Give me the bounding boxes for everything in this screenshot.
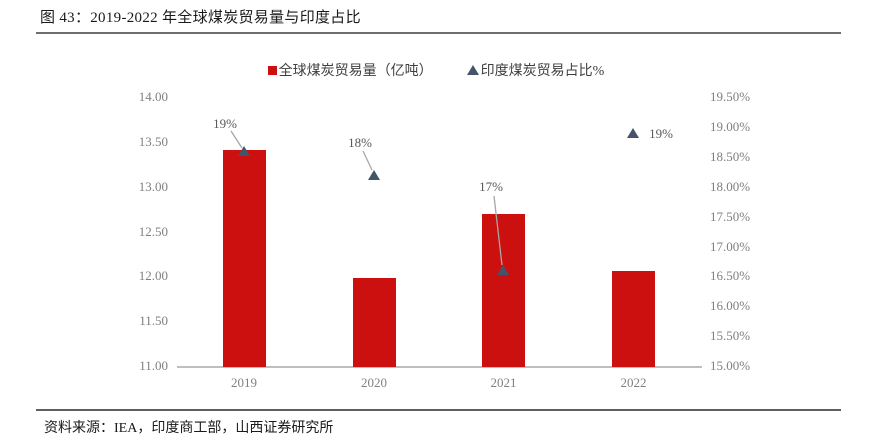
- left-axis-tick: 13.50: [138, 134, 168, 150]
- x-axis-line: [177, 366, 702, 368]
- right-axis-tick: 16.00%: [710, 298, 751, 314]
- x-axis-label-2022: 2022: [620, 375, 647, 390]
- data-label-2019: 19%: [213, 116, 237, 131]
- source-note: 资料来源：IEA，印度商工部，山西证券研究所: [44, 421, 334, 436]
- data-label-2020: 18%: [348, 135, 372, 150]
- right-axis-tick: 16.50%: [710, 268, 751, 284]
- right-axis-tick: 19.00%: [710, 119, 751, 135]
- bar-2021: [482, 213, 525, 367]
- bar-2019: [222, 150, 266, 367]
- legend-item-trade-volume: 全球煤炭贸易量（亿吨）: [267, 60, 433, 80]
- triangle-marker-2022: [627, 128, 639, 139]
- page-title: 图 43：2019-2022 年全球煤炭贸易量与印度占比: [40, 10, 361, 26]
- chart-legend: 全球煤炭贸易量（亿吨） 印度煤炭贸易占比%: [0, 60, 872, 80]
- x-axis-label-2020: 2020: [361, 375, 387, 390]
- data-label-2022: 19%: [649, 126, 673, 141]
- right-axis-tick: 15.00%: [710, 358, 751, 373]
- triangle-marker-2021: [497, 265, 509, 276]
- legend-item-india-share: 印度煤炭贸易占比%: [466, 60, 605, 80]
- bar-2022: [612, 271, 655, 367]
- triangle-marker-2020: [367, 169, 380, 180]
- left-axis-tick: 11.00: [139, 358, 168, 373]
- legend-label-trade-volume: 全球煤炭贸易量（亿吨）: [278, 64, 433, 79]
- leader-line: [362, 150, 373, 171]
- right-axis-tick: 15.50%: [710, 328, 751, 344]
- footer-divider-rule: [36, 409, 841, 411]
- right-axis-tick: 18.00%: [710, 178, 751, 194]
- right-axis-tick: 17.50%: [710, 208, 751, 224]
- left-axis-tick: 11.50: [139, 313, 168, 329]
- triangle-marker-2019: [237, 146, 250, 157]
- right-axis-tick: 19.50%: [710, 89, 751, 105]
- legend-label-india-share: 印度煤炭贸易占比%: [480, 64, 605, 79]
- right-axis-tick: 17.00%: [710, 238, 751, 254]
- leader-line: [230, 130, 243, 149]
- title-divider-rule: [36, 32, 841, 34]
- x-axis-label-2019: 2019: [231, 375, 257, 390]
- left-axis-tick: 14.00: [138, 89, 168, 105]
- red-square-icon: [267, 65, 277, 75]
- data-label-2021: 17%: [479, 179, 503, 194]
- triangle-icon: [466, 65, 479, 75]
- leader-line: [493, 195, 503, 266]
- left-axis-tick: 12.00: [138, 268, 168, 284]
- bar-2020: [352, 278, 396, 367]
- right-axis-tick: 18.50%: [710, 149, 751, 164]
- left-axis-tick: 13.00: [138, 178, 168, 194]
- x-axis-label-2021: 2021: [490, 375, 517, 390]
- left-axis-tick: 12.50: [138, 223, 168, 239]
